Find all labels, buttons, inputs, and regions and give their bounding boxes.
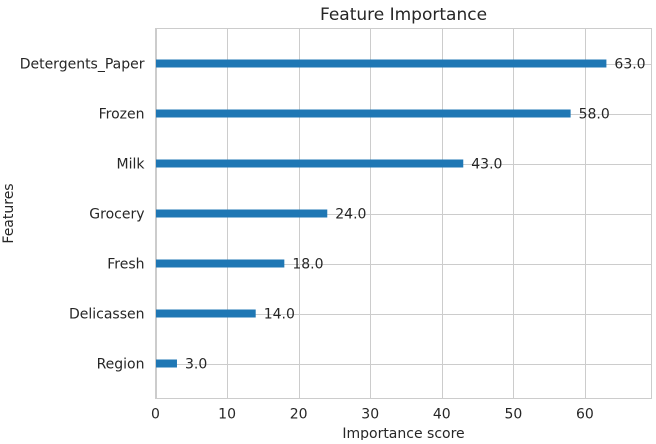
x-tick-label: 40 [433, 407, 451, 423]
y-axis-label: Features [1, 183, 17, 243]
bar-detergents-paper [155, 59, 607, 68]
bar-layer [155, 59, 607, 368]
x-tick-label: 10 [218, 407, 236, 423]
bar-region [155, 359, 177, 368]
bar-milk [155, 159, 464, 168]
bar-fresh [155, 259, 285, 268]
bar-grocery [155, 209, 328, 218]
x-tick-label: 60 [576, 407, 594, 423]
value-label: 58.0 [579, 107, 610, 123]
bar-delicassen [155, 309, 256, 318]
bar-frozen [155, 109, 571, 118]
x-tick-label: 50 [504, 407, 522, 423]
plot-frame [155, 28, 652, 399]
value-label: 3.0 [185, 357, 207, 373]
value-label: 24.0 [335, 207, 366, 223]
category-label: Fresh [107, 257, 144, 273]
chart-title: Feature Importance [320, 5, 487, 25]
value-label: 14.0 [264, 307, 295, 323]
value-label: 43.0 [471, 157, 502, 173]
value-label: 63.0 [614, 57, 645, 73]
x-axis-label: Importance score [342, 426, 464, 440]
label-layer: 0 10 20 30 40 50 60 Detergents_Paper 63.0 Frozen 5… [20, 57, 646, 423]
category-label: Detergents_Paper [20, 57, 145, 73]
x-tick-label: 30 [361, 407, 379, 423]
category-label: Delicassen [69, 307, 145, 323]
value-label: 18.0 [292, 257, 323, 273]
x-tick-label: 0 [151, 407, 160, 423]
category-label: Region [97, 357, 145, 373]
category-label: Grocery [89, 207, 144, 223]
x-tick-label: 20 [290, 407, 308, 423]
category-label: Frozen [99, 107, 145, 123]
category-label: Milk [117, 157, 146, 173]
